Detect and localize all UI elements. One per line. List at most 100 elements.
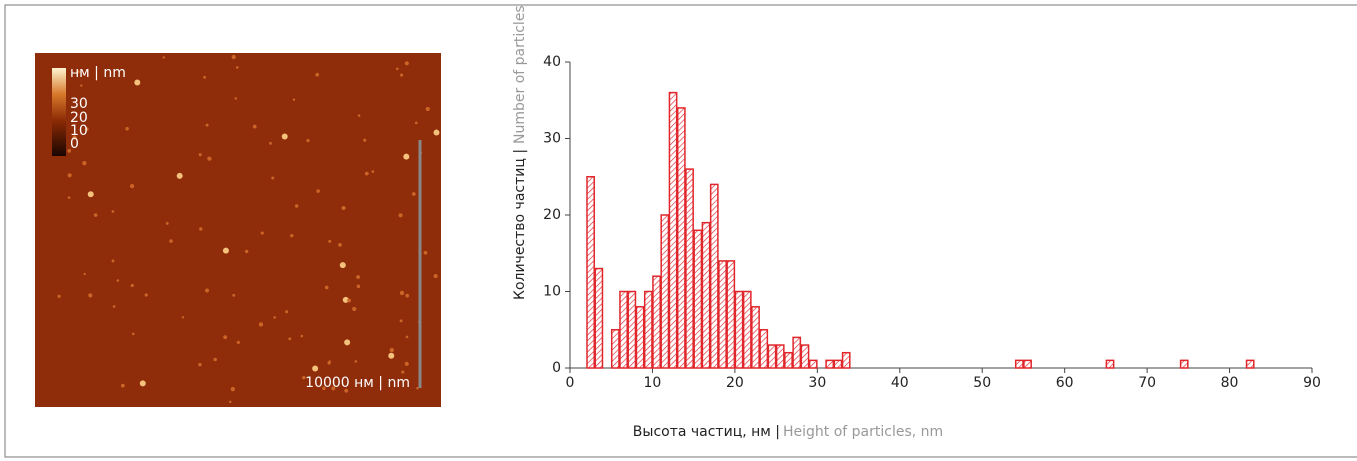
legend-unit: нм | nm bbox=[70, 65, 126, 81]
particle bbox=[405, 293, 410, 298]
particle bbox=[315, 72, 320, 77]
particle bbox=[433, 274, 438, 279]
particle bbox=[328, 239, 332, 243]
particle bbox=[205, 123, 209, 127]
particle bbox=[339, 262, 346, 269]
bar bbox=[685, 168, 694, 369]
particle bbox=[344, 339, 351, 346]
bar bbox=[734, 290, 744, 369]
particle bbox=[288, 337, 292, 341]
legend-tick: 0 bbox=[70, 136, 79, 152]
bar bbox=[841, 351, 851, 369]
bar bbox=[742, 290, 752, 369]
particle bbox=[352, 306, 357, 312]
bar bbox=[767, 344, 777, 369]
bar bbox=[825, 359, 835, 369]
bar bbox=[668, 91, 678, 369]
particle bbox=[76, 69, 80, 74]
legend-tick: 20 bbox=[70, 110, 88, 126]
particle bbox=[130, 283, 134, 288]
particle bbox=[401, 370, 405, 374]
particle bbox=[244, 249, 249, 254]
particle bbox=[404, 61, 409, 66]
particle bbox=[324, 285, 329, 290]
particle bbox=[354, 360, 358, 363]
particle bbox=[306, 138, 310, 143]
bar bbox=[726, 260, 736, 369]
bar bbox=[627, 290, 637, 369]
x-tick-label: 40 bbox=[891, 375, 909, 391]
particle bbox=[134, 79, 141, 86]
bar bbox=[693, 229, 703, 369]
afm-background bbox=[35, 53, 441, 407]
particle bbox=[82, 160, 87, 166]
particle bbox=[312, 365, 319, 372]
particle bbox=[281, 133, 288, 140]
particle bbox=[57, 294, 61, 298]
particle bbox=[363, 138, 367, 142]
particle bbox=[411, 192, 416, 196]
particle bbox=[292, 98, 296, 101]
bar bbox=[594, 267, 604, 369]
bar bbox=[833, 359, 843, 369]
particle bbox=[234, 97, 238, 100]
bar bbox=[709, 183, 719, 369]
bar bbox=[610, 329, 620, 369]
bar bbox=[1105, 359, 1115, 369]
particle bbox=[165, 221, 169, 225]
y-tick-label: 20 bbox=[543, 207, 561, 223]
particle bbox=[87, 191, 94, 198]
particle bbox=[111, 259, 115, 263]
particle bbox=[416, 387, 419, 390]
particle bbox=[405, 335, 409, 339]
particle bbox=[85, 127, 89, 131]
particle bbox=[414, 121, 418, 125]
bar bbox=[586, 176, 595, 369]
particle bbox=[198, 362, 202, 367]
particle bbox=[207, 156, 212, 161]
particle bbox=[395, 67, 399, 71]
particle bbox=[236, 340, 240, 345]
particle bbox=[258, 322, 264, 327]
particle bbox=[228, 400, 232, 404]
particle bbox=[93, 213, 98, 217]
bar bbox=[619, 290, 628, 369]
particle bbox=[199, 227, 203, 231]
particle bbox=[300, 334, 304, 338]
particle bbox=[316, 189, 320, 193]
bar bbox=[1014, 359, 1024, 369]
particle bbox=[294, 204, 299, 208]
particle bbox=[80, 84, 83, 87]
bar bbox=[792, 336, 802, 369]
particle bbox=[356, 275, 360, 279]
bar bbox=[784, 351, 793, 369]
bar bbox=[635, 306, 645, 369]
particle bbox=[125, 126, 129, 131]
particle bbox=[144, 293, 148, 297]
particle bbox=[341, 205, 346, 211]
particle bbox=[356, 284, 361, 289]
particle bbox=[389, 347, 394, 353]
x-axis-label-en: Height of particles, nm bbox=[783, 424, 943, 440]
particle bbox=[230, 386, 235, 392]
particle bbox=[203, 75, 207, 79]
y-tick-label: 10 bbox=[543, 284, 561, 300]
particle bbox=[252, 124, 257, 129]
particle bbox=[72, 135, 77, 140]
bar bbox=[775, 344, 785, 369]
particle bbox=[425, 106, 430, 112]
bar bbox=[759, 329, 769, 369]
particle bbox=[327, 361, 331, 365]
x-tick-label: 70 bbox=[1138, 375, 1156, 391]
particle bbox=[198, 153, 202, 157]
particle bbox=[83, 272, 86, 276]
particle bbox=[271, 176, 275, 180]
bar bbox=[1245, 359, 1255, 369]
particle bbox=[176, 172, 183, 179]
color-bar bbox=[52, 68, 66, 156]
particle bbox=[67, 196, 71, 199]
x-tick-label: 80 bbox=[1221, 375, 1239, 391]
particle bbox=[285, 310, 289, 314]
particle bbox=[347, 298, 351, 303]
x-tick-label: 20 bbox=[726, 375, 744, 391]
